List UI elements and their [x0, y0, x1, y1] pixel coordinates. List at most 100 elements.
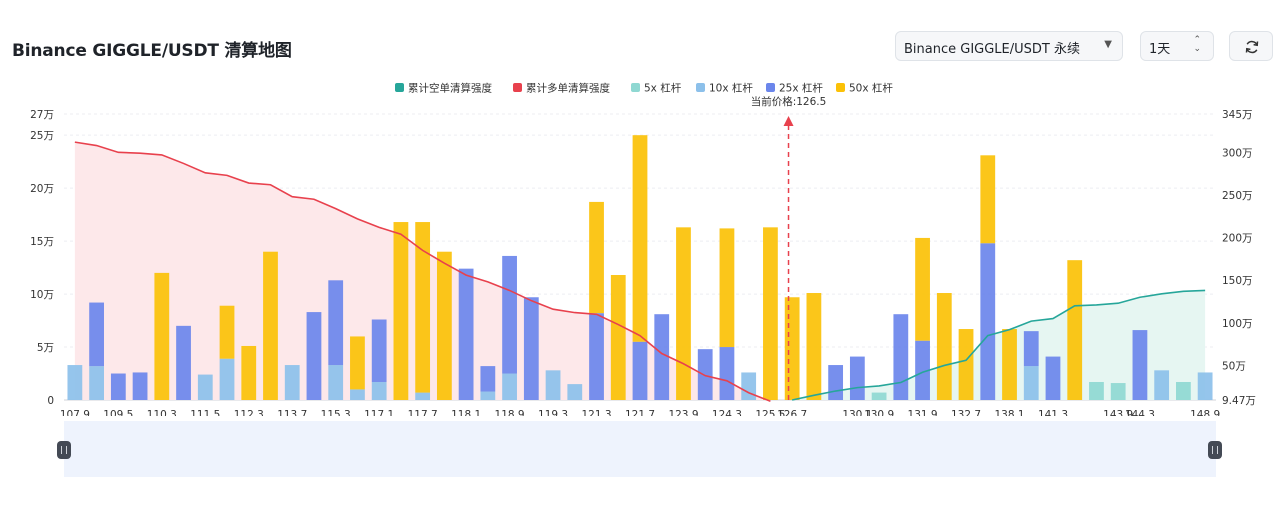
chevron-down-icon: ▼: [1104, 39, 1112, 50]
bar-lev25-130.1: [849, 356, 865, 400]
bar-lev10-117.1: [371, 381, 387, 400]
x-tick-label: 121.7: [625, 409, 655, 416]
bar-lev5-130.9: [871, 392, 887, 400]
y-left-tick: 20万: [30, 183, 54, 195]
x-tick-label: 131.9: [908, 409, 938, 416]
legend-swatch: [766, 83, 775, 92]
bar-lev10-111.9: [219, 358, 235, 400]
bar-lev10-118.5: [480, 391, 496, 400]
bar-lev50-123.9: [676, 227, 691, 400]
y-right-tick: 9.47万: [1222, 395, 1256, 407]
bar-lev50-110.3: [154, 272, 170, 400]
x-tick-label: 143.9: [1103, 409, 1133, 416]
bar-lev10-139.7: [1023, 366, 1039, 400]
bar-lev10-119.3: [545, 370, 561, 400]
x-tick-label: 110.3: [147, 409, 177, 416]
x-tick-label: 118.9: [495, 409, 525, 416]
bar-lev25-117.1: [371, 319, 387, 382]
bar-lev25-108.7: [89, 302, 104, 367]
x-tick-label: 130.1: [842, 409, 872, 416]
bar-lev25-141.3: [1045, 356, 1061, 400]
bar-lev50-121.5: [610, 275, 626, 400]
bar-lev25-122.8: [654, 314, 670, 400]
y-right-tick: 100万: [1222, 318, 1253, 330]
x-tick-label: 141.3: [1038, 409, 1068, 416]
bar-lev10-120.3: [567, 384, 583, 400]
bar-lev50-121.7: [632, 135, 648, 342]
y-right-tick: 345万: [1222, 109, 1253, 121]
y-right-tick: 200万: [1222, 233, 1253, 245]
bar-lev25-129.3: [828, 365, 844, 400]
legend-swatch: [696, 83, 705, 92]
x-tick-label: 148.9: [1190, 409, 1220, 416]
x-tick-label: 144.3: [1125, 409, 1155, 416]
legend-swatch: [513, 83, 522, 92]
period-select[interactable]: 1天 ⌃ ⌄: [1140, 31, 1214, 61]
bar-lev10-118.9: [502, 373, 517, 400]
legend-label: 10x 杠杆: [709, 82, 753, 95]
bar-lev10-116.2: [350, 389, 365, 400]
bar-lev25-121.3: [589, 313, 604, 400]
bar-lev50-128.4: [806, 293, 822, 400]
x-tick-label: 111.5: [190, 409, 220, 416]
bar-lev10-146.6: [1154, 370, 1170, 400]
bar-lev25-135.4: [980, 243, 996, 400]
y-left-tick: 10万: [30, 289, 54, 301]
bar-lev25-114.5: [306, 312, 322, 400]
y-right-tick: 300万: [1222, 147, 1253, 159]
legend-label: 5x 杠杆: [644, 82, 682, 95]
bar-lev25-118.1: [458, 268, 474, 400]
legend-label: 累计多单清算强度: [526, 82, 610, 95]
bar-lev10-108.7: [89, 366, 104, 400]
bar-lev25-121.7: [632, 341, 648, 400]
y-right-tick: 250万: [1222, 190, 1253, 202]
x-tick-label: 125.5: [755, 409, 785, 416]
legend-label: 50x 杠杆: [849, 82, 893, 95]
bar-lev10-113.7: [284, 365, 300, 400]
zoom-handle-right[interactable]: [1208, 441, 1222, 459]
legend-swatch: [631, 83, 640, 92]
bar-lev10-115.3: [328, 365, 344, 400]
refresh-button[interactable]: [1229, 31, 1273, 61]
bar-lev50-112.3: [241, 345, 257, 400]
bar-lev10-107.9: [67, 365, 83, 400]
current-price-arrow: [783, 116, 794, 126]
current-price-label: 当前价格:126.5: [751, 95, 827, 108]
bar-lev50-126.7: [784, 297, 800, 400]
x-tick-label: 126.7: [777, 409, 807, 416]
bar-lev25-124.1: [697, 349, 713, 400]
bar-lev25-144.3: [1132, 330, 1148, 400]
bar-lev5-148.3: [1176, 381, 1191, 400]
y-left-tick: 15万: [30, 236, 54, 248]
x-tick-label: 109.5: [103, 409, 133, 416]
bar-lev50-113: [263, 251, 278, 400]
bar-lev50-116.2: [350, 336, 365, 390]
x-tick-label: 107.9: [60, 409, 90, 416]
bar-lev25-118.9: [502, 255, 517, 374]
legend-label: 25x 杠杆: [779, 82, 823, 95]
pair-select-value: Binance GIGGLE/USDT 永续: [904, 42, 1080, 57]
y-left-tick: 5万: [37, 342, 54, 354]
y-left-tick: 25万: [30, 130, 54, 142]
bar-lev25-119.1: [523, 297, 539, 400]
short-cumulative-line: [791, 289, 1206, 401]
y-right-tick: 50万: [1222, 360, 1246, 372]
zoom-slider-track[interactable]: [64, 421, 1216, 477]
x-tick-label: 130.9: [864, 409, 894, 416]
x-tick-label: 113.7: [277, 409, 307, 416]
bar-lev10-148.9: [1197, 372, 1213, 400]
pair-select[interactable]: Binance GIGGLE/USDT 永续 ▼: [895, 31, 1123, 61]
bar-lev50-117.9: [436, 251, 452, 400]
y-left-tick: 27万: [30, 109, 54, 121]
bar-lev25-115.3: [328, 280, 344, 366]
y-left-tick: 0: [47, 395, 54, 407]
x-tick-label: 124.3: [712, 409, 742, 416]
bar-lev50-117.7: [415, 222, 431, 393]
x-tick-label: 121.3: [581, 409, 611, 416]
x-tick-label: 117.7: [408, 409, 438, 416]
bar-lev50-132.3: [936, 293, 952, 400]
legend-swatch: [836, 83, 845, 92]
bar-lev50-124.3: [719, 228, 735, 348]
bar-lev25-109.5: [110, 373, 126, 400]
zoom-handle-left[interactable]: [57, 441, 71, 459]
